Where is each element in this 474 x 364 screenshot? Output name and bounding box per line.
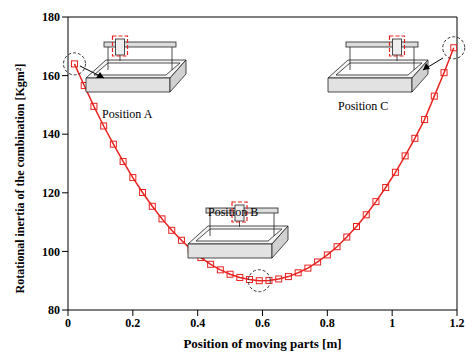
svg-text:160: 160 [42, 69, 60, 83]
svg-text:100: 100 [42, 245, 60, 259]
svg-text:0.4: 0.4 [190, 316, 205, 330]
svg-text:120: 120 [42, 186, 60, 200]
svg-text:0.8: 0.8 [320, 316, 335, 330]
svg-text:0.6: 0.6 [255, 316, 270, 330]
svg-text:Position A: Position A [102, 107, 153, 121]
svg-text:0.2: 0.2 [125, 316, 140, 330]
svg-text:140: 140 [42, 127, 60, 141]
svg-text:80: 80 [48, 303, 60, 317]
svg-text:1: 1 [389, 316, 395, 330]
svg-text:1.2: 1.2 [450, 316, 465, 330]
svg-text:0: 0 [65, 316, 71, 330]
svg-text:180: 180 [42, 10, 60, 24]
svg-text:Position C: Position C [338, 99, 388, 113]
svg-text:Position of moving parts [m]: Position of moving parts [m] [183, 336, 341, 351]
svg-text:Rotational inertia of the comb: Rotational inertia of the combination [K… [13, 64, 27, 294]
svg-text:Position B: Position B [208, 205, 258, 219]
